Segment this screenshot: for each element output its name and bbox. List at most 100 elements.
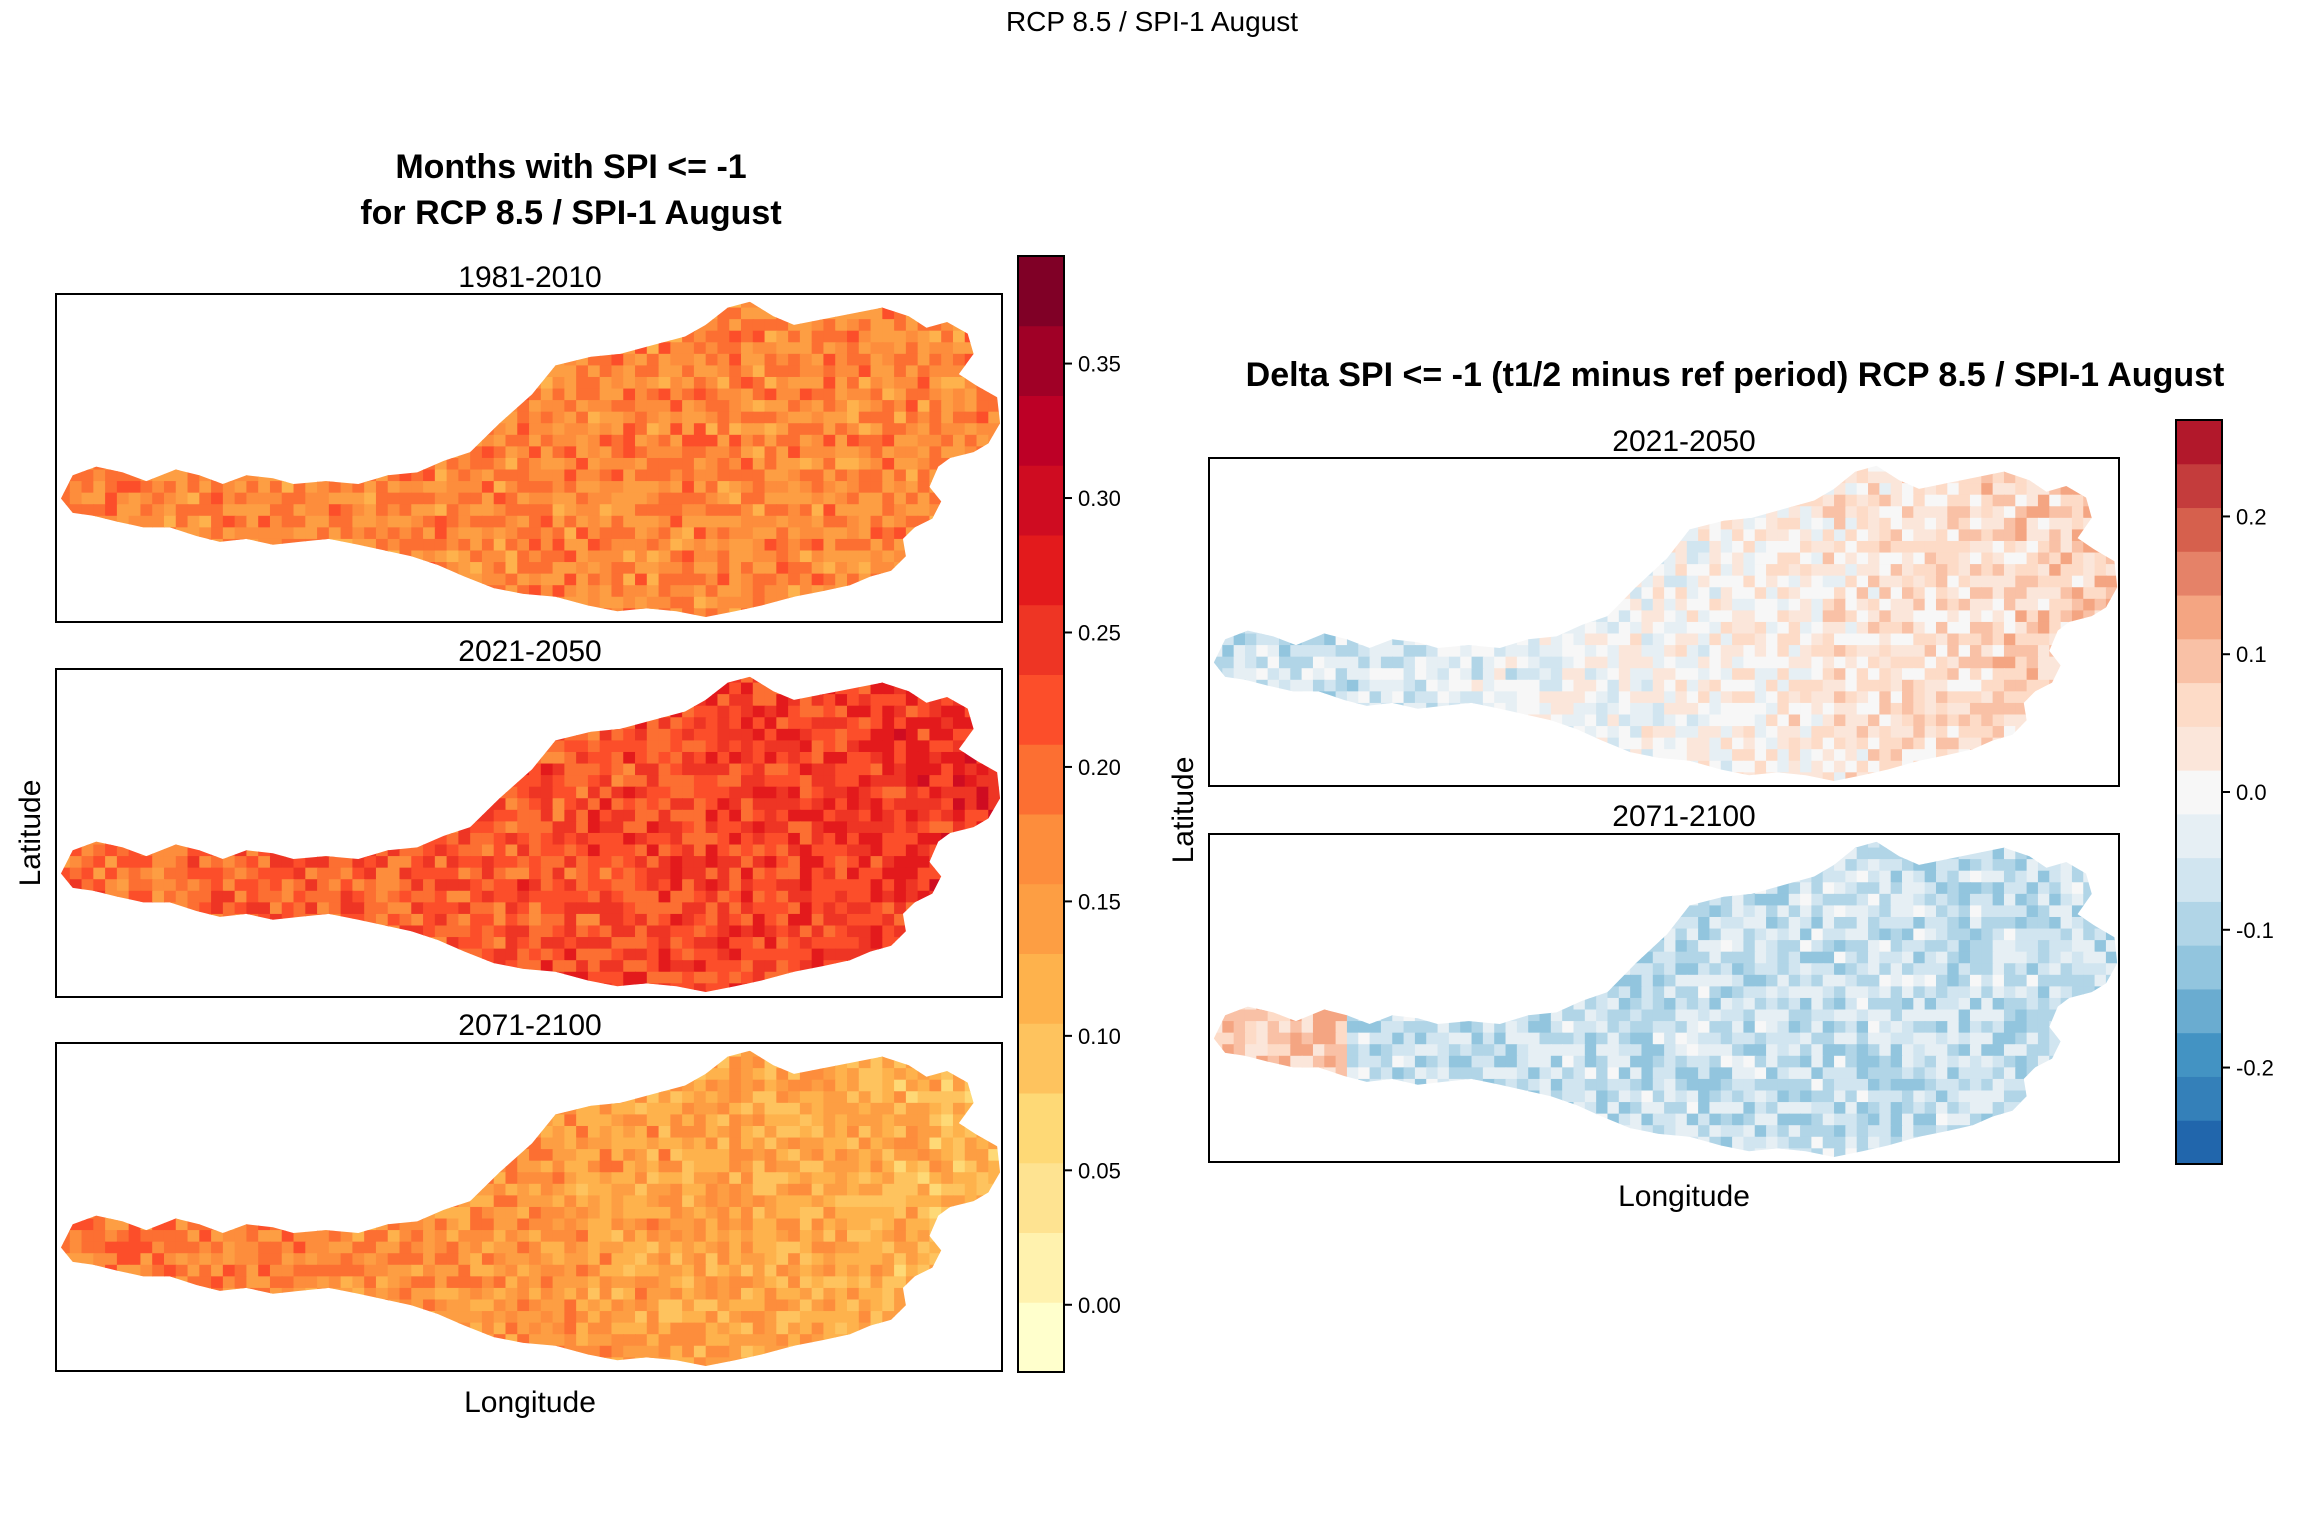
map-cell xyxy=(128,457,142,471)
map-cell xyxy=(576,307,589,321)
map-cell xyxy=(234,983,248,993)
map-cell xyxy=(858,411,872,425)
map-cell xyxy=(823,682,837,696)
map-cell xyxy=(917,913,931,927)
map-cell xyxy=(658,809,672,823)
map-cell xyxy=(446,705,460,719)
map-cell xyxy=(340,717,354,730)
map-cell xyxy=(60,1079,71,1093)
map-cell xyxy=(281,492,295,506)
map-cell xyxy=(152,682,165,696)
map-cell xyxy=(234,1079,248,1093)
map-cell xyxy=(481,550,495,563)
map-cell xyxy=(434,1079,448,1093)
map-cell xyxy=(293,960,307,973)
map-cell xyxy=(635,434,648,448)
map-cell xyxy=(823,469,837,482)
map-cell xyxy=(69,844,83,857)
map-cell xyxy=(375,301,389,309)
map-cell xyxy=(305,867,318,881)
map-cell xyxy=(187,434,201,448)
map-cell xyxy=(741,676,754,684)
map-cell xyxy=(222,1050,236,1058)
map-cell xyxy=(564,798,578,811)
map-cell xyxy=(505,948,519,962)
map-cell xyxy=(764,728,778,742)
map-cell xyxy=(258,948,271,962)
map-cell xyxy=(505,301,519,309)
map-cell xyxy=(764,809,778,823)
map-cell xyxy=(140,682,154,696)
map-cell xyxy=(788,821,801,834)
map-cell xyxy=(658,481,672,494)
map-cell xyxy=(811,319,825,332)
map-cell xyxy=(305,890,318,904)
map-cell xyxy=(870,902,884,915)
map-cell xyxy=(211,832,224,846)
map-cell xyxy=(823,585,837,598)
map-cell xyxy=(658,798,672,811)
map-cell xyxy=(328,596,342,610)
map-cell xyxy=(387,1056,401,1070)
map-cell xyxy=(328,809,342,823)
map-cell xyxy=(870,1079,884,1093)
map-cell xyxy=(481,786,495,800)
map-cell xyxy=(846,365,860,378)
map-cell xyxy=(317,301,330,309)
map-cell xyxy=(882,608,895,618)
map-cell xyxy=(882,682,895,696)
map-cell xyxy=(128,676,142,684)
map-cell xyxy=(423,423,436,436)
map-cell xyxy=(60,608,71,618)
map-cell xyxy=(576,1079,589,1093)
map-cell xyxy=(788,457,801,471)
map-cell xyxy=(776,751,789,765)
map-cell xyxy=(788,365,801,378)
map-cell xyxy=(399,608,413,618)
map-cell xyxy=(116,573,130,587)
map-cell xyxy=(894,562,907,575)
map-cell xyxy=(222,763,236,776)
map-cell xyxy=(60,365,71,378)
map-cell xyxy=(175,446,189,459)
map-cell xyxy=(246,913,260,927)
map-cell xyxy=(269,411,283,425)
map-cell xyxy=(199,301,212,309)
map-cell xyxy=(858,423,872,436)
map-cell xyxy=(446,562,460,575)
map-cell xyxy=(199,925,212,938)
map-cell xyxy=(705,1091,719,1104)
map-cell xyxy=(281,879,295,892)
map-cell xyxy=(505,434,519,448)
map-cell xyxy=(846,937,860,950)
map-cell xyxy=(128,538,142,552)
map-cell xyxy=(682,400,695,413)
map-cell xyxy=(941,832,954,846)
map-cell xyxy=(152,705,165,719)
map-cell xyxy=(293,319,307,332)
map-cell xyxy=(163,457,177,471)
map-cell xyxy=(69,353,83,367)
map-cell xyxy=(375,388,389,401)
map-cell xyxy=(741,353,754,367)
map-cell xyxy=(682,902,695,915)
map-cell xyxy=(399,562,413,575)
map-cell xyxy=(328,353,342,367)
map-cell xyxy=(93,925,106,938)
map-cell xyxy=(258,307,271,321)
map-cell xyxy=(587,775,601,788)
map-cell xyxy=(882,809,895,823)
map-cell xyxy=(882,1056,895,1070)
map-cell xyxy=(741,728,754,742)
map-cell xyxy=(729,902,742,915)
map-cell xyxy=(493,1079,507,1093)
map-cell xyxy=(364,585,377,598)
map-cell xyxy=(587,388,601,401)
map-cell xyxy=(222,983,236,993)
map-cell xyxy=(434,492,448,506)
map-cell xyxy=(187,832,201,846)
map-cell xyxy=(811,353,825,367)
map-cell xyxy=(576,821,589,834)
map-cell xyxy=(481,890,495,904)
map-cell xyxy=(599,446,613,459)
